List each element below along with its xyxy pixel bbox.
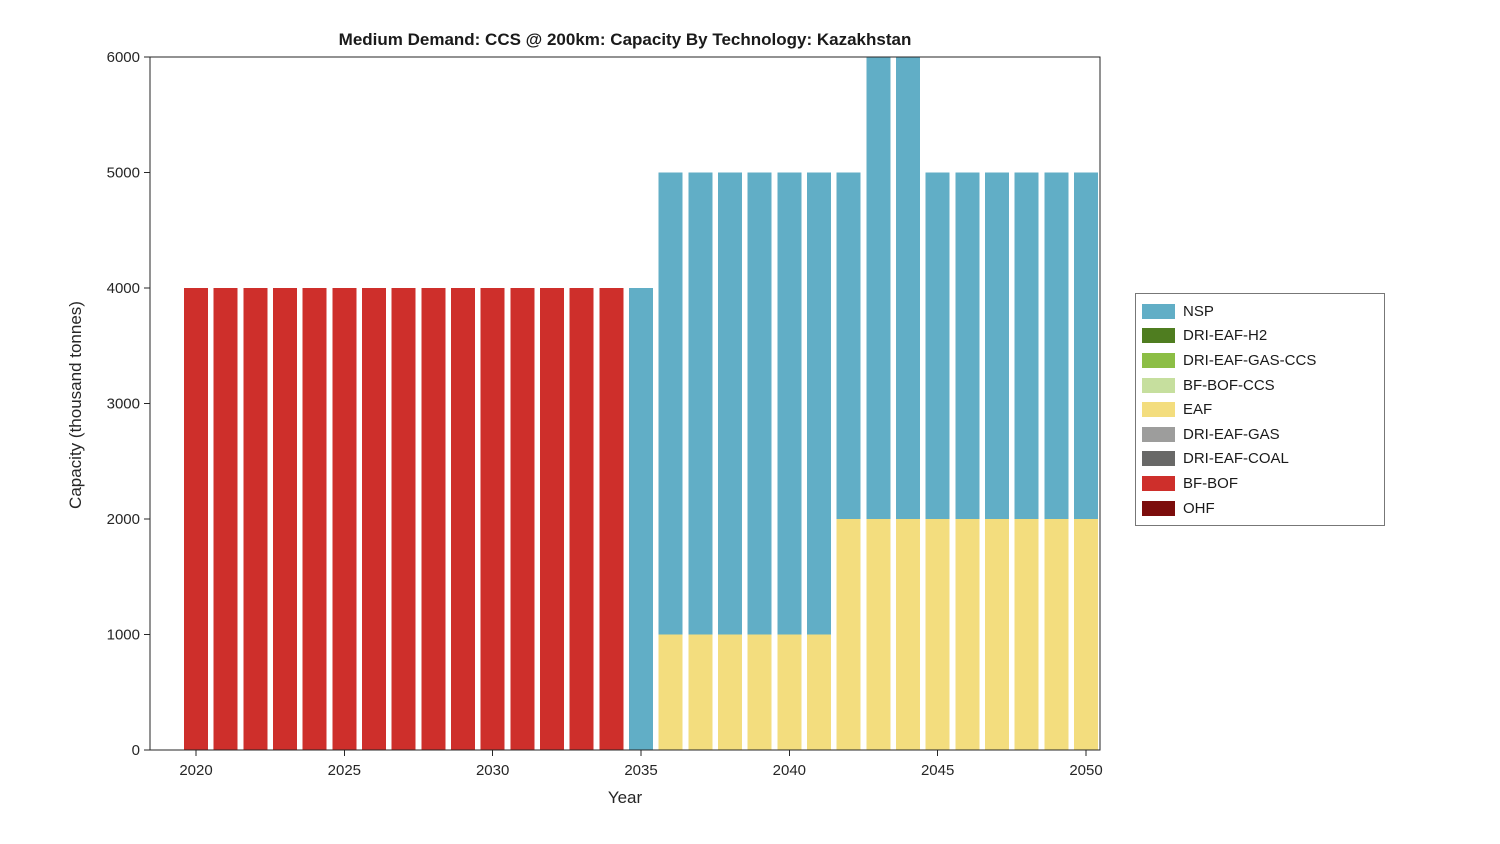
x-tick-label: 2025 [328,762,361,779]
legend-item-bf-bof: BF-BOF [1142,471,1384,496]
y-tick-label: 2000 [107,511,140,528]
legend-swatch [1142,475,1175,491]
y-tick-label: 0 [132,742,140,759]
legend-item-dri-eaf-h2: DRI-EAF-H2 [1142,324,1384,349]
y-tick-label: 6000 [107,49,140,66]
legend-item-eaf: EAF [1142,397,1384,422]
legend-label: DRI-EAF-H2 [1183,327,1268,345]
legend-swatch [1142,303,1175,319]
x-tick-label: 2035 [624,762,657,779]
legend-label: DRI-EAF-COAL [1183,450,1289,468]
legend-label: DRI-EAF-GAS-CCS [1183,351,1317,369]
legend-label: BF-BOF-CCS [1183,376,1275,394]
legend-item-dri-eaf-coal: DRI-EAF-COAL [1142,447,1384,472]
legend-swatch [1142,377,1175,393]
x-tick-label: 2020 [179,762,212,779]
x-tick-label: 2040 [773,762,806,779]
legend-swatch [1142,402,1175,418]
y-tick-label: 4000 [107,280,140,297]
legend-label: NSP [1183,302,1214,320]
legend-item-dri-eaf-gas: DRI-EAF-GAS [1142,422,1384,447]
y-tick-label: 5000 [107,165,140,182]
legend-swatch [1142,451,1175,467]
legend-item-nsp: NSP [1142,299,1384,324]
legend-label: EAF [1183,401,1213,419]
y-tick-label: 1000 [107,627,140,644]
legend-swatch [1142,328,1175,344]
x-tick-label: 2045 [921,762,954,779]
x-tick-label: 2030 [476,762,509,779]
y-tick-label: 3000 [107,396,140,413]
x-axis-label: Year [607,788,643,807]
legend-label: OHF [1183,499,1215,517]
legend-item-dri-eaf-gas-ccs: DRI-EAF-GAS-CCS [1142,348,1384,373]
legend-swatch [1142,426,1175,442]
chart-title: Medium Demand: CCS @ 200km: Capacity By … [338,30,912,49]
legend-label: DRI-EAF-GAS [1183,425,1280,443]
legend-swatch [1142,500,1175,516]
legend: NSP DRI-EAF-H2 DRI-EAF-GAS-CCS BF-BOF-CCS EA… [1135,293,1385,527]
legend-swatch [1142,352,1175,368]
x-tick-label: 2050 [1069,762,1102,779]
legend-label: BF-BOF [1183,474,1238,492]
legend-item-ohf: OHF [1142,496,1384,521]
legend-item-bf-bof-ccs: BF-BOF-CCS [1142,373,1384,398]
